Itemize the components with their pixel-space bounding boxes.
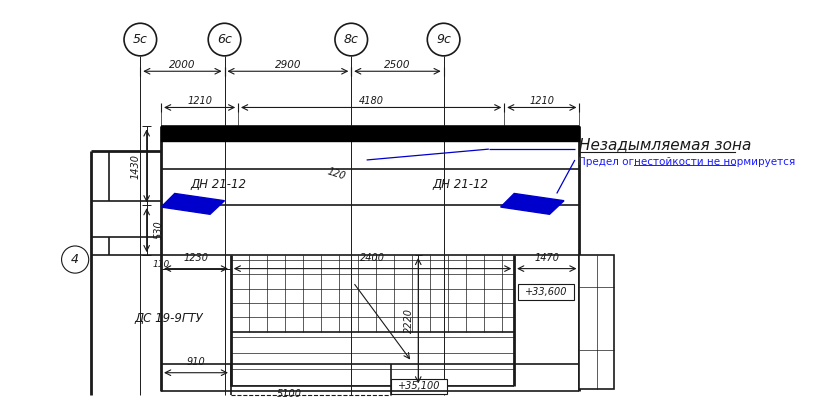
- Text: 4180: 4180: [359, 96, 384, 106]
- Circle shape: [335, 23, 368, 56]
- Text: 2220: 2220: [404, 308, 413, 333]
- Text: ДН 21-12: ДН 21-12: [433, 178, 489, 191]
- Text: 1210: 1210: [529, 96, 554, 106]
- Circle shape: [427, 23, 460, 56]
- Text: 1430: 1430: [131, 154, 141, 179]
- Polygon shape: [161, 194, 225, 214]
- Text: 1210: 1210: [187, 96, 212, 106]
- Text: 110: 110: [152, 259, 169, 269]
- Text: 530: 530: [154, 220, 164, 239]
- Polygon shape: [501, 194, 564, 214]
- Text: 120: 120: [326, 166, 347, 181]
- Circle shape: [124, 23, 157, 56]
- Text: +35,100: +35,100: [398, 381, 440, 391]
- Text: Предел огнестойкости не нормируется: Предел огнестойкости не нормируется: [578, 157, 795, 167]
- Text: ДС 19-9ГТУ: ДС 19-9ГТУ: [134, 312, 203, 325]
- Text: ДН 21-12: ДН 21-12: [190, 178, 246, 191]
- Text: 8c: 8c: [344, 33, 359, 46]
- Text: +33,600: +33,600: [525, 287, 567, 297]
- Text: 6c: 6c: [217, 33, 232, 46]
- Text: Незадымляемая зона: Незадымляемая зона: [579, 137, 752, 152]
- Text: 2400: 2400: [360, 253, 385, 263]
- Text: 5100: 5100: [277, 388, 302, 398]
- Bar: [579, 255, 614, 389]
- Text: 1230: 1230: [184, 253, 208, 263]
- Text: 1470: 1470: [534, 253, 560, 263]
- Text: 2500: 2500: [384, 60, 411, 70]
- Text: 2000: 2000: [169, 60, 195, 70]
- Bar: [391, 379, 447, 393]
- Text: 2900: 2900: [275, 60, 301, 70]
- Text: 4: 4: [71, 253, 79, 266]
- Bar: [518, 284, 574, 300]
- Text: 5c: 5c: [133, 33, 148, 46]
- Text: 9c: 9c: [436, 33, 451, 46]
- Text: 910: 910: [186, 357, 205, 367]
- Circle shape: [208, 23, 241, 56]
